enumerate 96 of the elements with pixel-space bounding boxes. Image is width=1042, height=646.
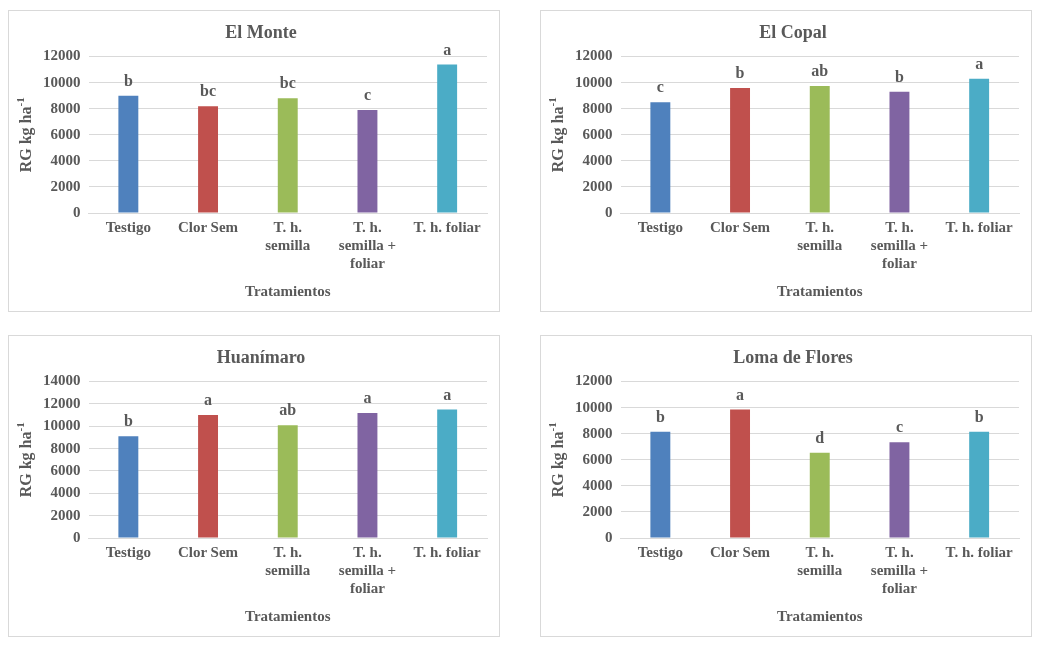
x-tick-label: Testigo <box>105 543 151 560</box>
y-tick-label: 6000 <box>50 125 81 142</box>
y-tick-label: 8000 <box>50 99 81 116</box>
y-tick-label: 0 <box>73 203 81 220</box>
annotation: a <box>443 40 452 58</box>
bar <box>277 425 298 538</box>
bar <box>357 412 378 538</box>
x-tick-label: T. h. foliar <box>413 543 482 560</box>
x-tick-label: Clor Sem <box>709 218 771 235</box>
y-tick-label: 6000 <box>582 450 613 467</box>
x-tick-label: Clor Sem <box>177 218 239 235</box>
x-tick-label: T. h. semilla + foliar <box>338 543 397 596</box>
annotation: b <box>974 407 984 425</box>
y-tick-label: 12000 <box>575 372 613 389</box>
bar <box>809 452 830 538</box>
x-tick-label: T. h. semilla <box>265 218 311 253</box>
x-tick-label: T. h. semilla + foliar <box>338 218 397 271</box>
y-axis-title: RG kg ha-1 <box>13 422 36 498</box>
bar <box>277 98 298 213</box>
y-tick-label: 10000 <box>575 398 613 415</box>
x-tick-label: T. h. semilla <box>797 543 843 578</box>
annotation: b <box>123 71 133 89</box>
annotation: a <box>363 389 372 407</box>
x-tick-label: T. h. semilla <box>265 543 311 578</box>
chart-title: El Monte <box>225 22 297 43</box>
y-tick-label: 6000 <box>50 461 81 478</box>
y-axis-title: RG kg ha-1 <box>13 97 36 173</box>
annotation: b <box>895 67 904 85</box>
y-tick-label: 2000 <box>50 506 81 523</box>
y-tick-label: 4000 <box>582 476 613 493</box>
annotation: bc <box>200 82 217 100</box>
x-tick-label: Clor Sem <box>709 543 771 560</box>
x-tick-label: T. h. semilla + foliar <box>870 218 929 271</box>
bar <box>437 409 458 538</box>
x-tick-label: Testigo <box>637 543 683 560</box>
x-tick-label: T. h. semilla <box>797 218 843 253</box>
y-tick-label: 2000 <box>582 502 613 519</box>
chart-title: Huanímaro <box>216 347 306 368</box>
bar <box>118 95 139 213</box>
bar <box>730 409 751 538</box>
y-tick-label: 0 <box>73 528 81 545</box>
annotation: d <box>815 428 825 446</box>
x-axis-title: Tratamientos <box>244 607 331 624</box>
y-tick-label: 8000 <box>50 439 81 456</box>
annotation: ab <box>811 62 829 80</box>
x-tick-label: T. h. semilla + foliar <box>870 543 929 596</box>
y-tick-label: 12000 <box>43 394 81 411</box>
annotation: a <box>736 385 745 403</box>
annotation: bc <box>279 74 296 92</box>
x-tick-label: Clor Sem <box>177 543 239 560</box>
bar <box>198 415 219 538</box>
x-axis-title: Tratamientos <box>244 282 331 299</box>
bar <box>198 106 219 213</box>
y-tick-label: 2000 <box>582 177 613 194</box>
annotation: b <box>123 412 133 430</box>
x-tick-label: Testigo <box>637 218 683 235</box>
y-tick-label: 10000 <box>43 417 81 434</box>
annotation: b <box>735 64 745 82</box>
x-tick-label: Testigo <box>105 218 151 235</box>
y-tick-label: 12000 <box>43 47 81 64</box>
annotation: a <box>975 54 984 72</box>
bar <box>650 431 671 538</box>
x-tick-label: T. h. foliar <box>945 218 1014 235</box>
y-tick-label: 0 <box>605 203 613 220</box>
y-tick-label: 8000 <box>582 424 613 441</box>
y-tick-label: 4000 <box>50 151 81 168</box>
y-tick-label: 8000 <box>582 99 613 116</box>
y-tick-label: 12000 <box>575 47 613 64</box>
x-tick-label: T. h. foliar <box>413 218 482 235</box>
bar <box>889 442 910 538</box>
annotation: c <box>895 418 903 436</box>
annotation: c <box>656 78 664 96</box>
y-axis-title: RG kg ha-1 <box>545 422 568 498</box>
chart-title: El Copal <box>759 22 827 43</box>
chart-title: Loma de Flores <box>733 347 853 368</box>
annotation: c <box>363 86 371 104</box>
bar <box>357 110 378 213</box>
y-tick-label: 14000 <box>43 372 81 389</box>
y-tick-label: 0 <box>605 528 613 545</box>
annotation: a <box>443 385 452 403</box>
y-tick-label: 10000 <box>43 73 81 90</box>
y-tick-label: 10000 <box>575 73 613 90</box>
y-tick-label: 4000 <box>50 484 81 501</box>
x-axis-title: Tratamientos <box>776 282 863 299</box>
annotation: ab <box>279 401 297 419</box>
y-tick-label: 6000 <box>582 125 613 142</box>
bar <box>118 436 139 538</box>
bar <box>969 431 990 538</box>
x-tick-label: T. h. foliar <box>945 543 1014 560</box>
bar <box>437 64 458 213</box>
x-axis-title: Tratamientos <box>776 607 863 624</box>
annotation: b <box>655 407 665 425</box>
annotation: a <box>204 391 213 409</box>
y-tick-label: 2000 <box>50 177 81 194</box>
y-tick-label: 4000 <box>582 151 613 168</box>
y-axis-title: RG kg ha-1 <box>545 97 568 173</box>
